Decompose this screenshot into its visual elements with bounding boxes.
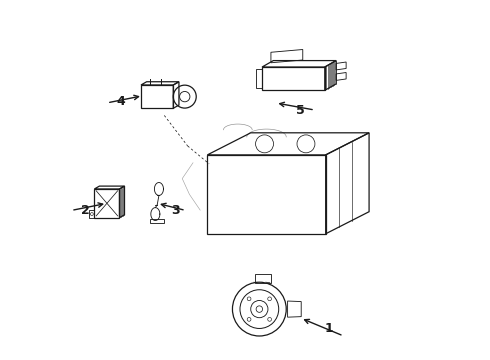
- Text: 5: 5: [296, 104, 305, 117]
- Text: 1: 1: [325, 322, 334, 335]
- Text: 4: 4: [117, 95, 125, 108]
- Text: 3: 3: [171, 204, 179, 217]
- Text: 2: 2: [81, 204, 90, 217]
